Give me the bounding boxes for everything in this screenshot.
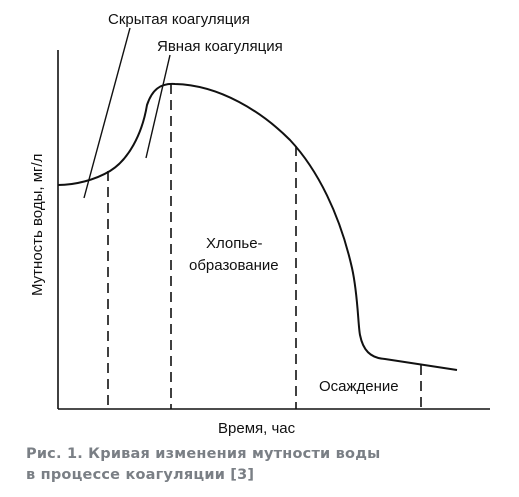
flocculation-label-line1: Хлопье- bbox=[206, 235, 263, 252]
y-axis-label: Мутность воды, мг/л bbox=[29, 154, 46, 296]
flocculation-label-line2: образование bbox=[189, 257, 279, 274]
explicit-coagulation-pointer bbox=[145, 54, 171, 159]
turbidity-curve bbox=[57, 82, 458, 371]
coagulation-diagram: Скрытая коагуляция Явная коагуляция Хлоп… bbox=[29, 11, 490, 437]
x-axis-label: Время, час bbox=[218, 420, 296, 437]
hidden-coagulation-pointer bbox=[83, 27, 131, 199]
figure-caption: Рис. 1. Кривая изменения мутности воды в… bbox=[26, 444, 506, 486]
sedimentation-label: Осаждение bbox=[319, 378, 399, 395]
explicit-coagulation-label: Явная коагуляция bbox=[157, 38, 283, 55]
caption-line-2: в процессе коагуляции [3] bbox=[26, 467, 255, 483]
hidden-coagulation-label: Скрытая коагуляция bbox=[108, 11, 250, 28]
caption-line-1: Рис. 1. Кривая изменения мутности воды bbox=[26, 446, 381, 462]
